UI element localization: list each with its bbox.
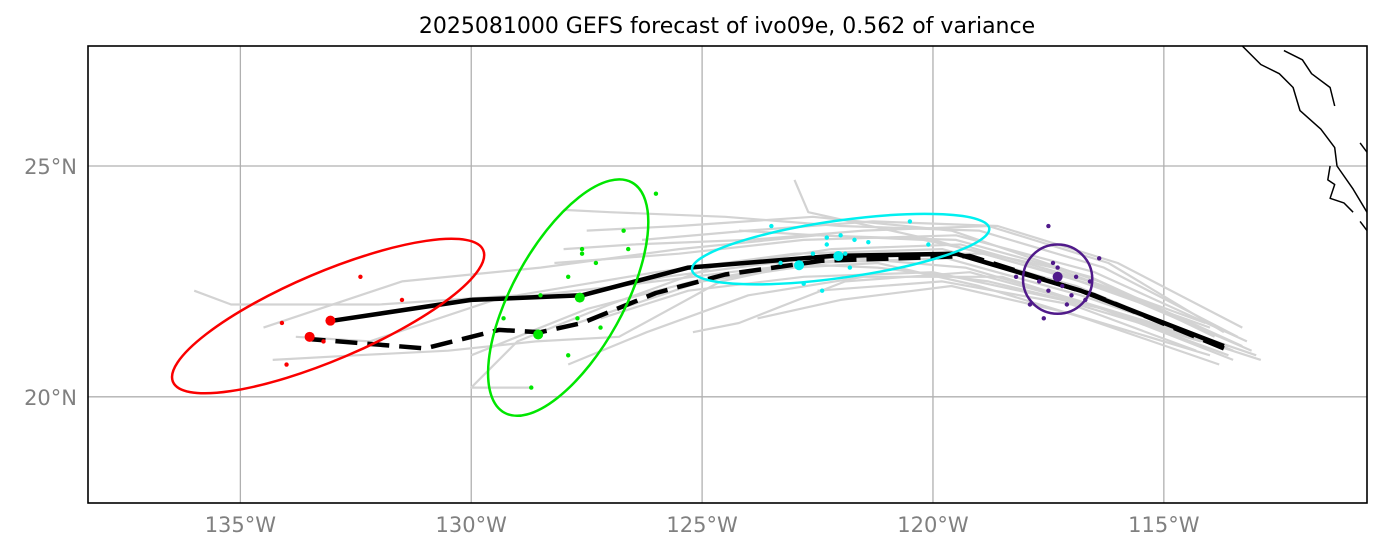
member-position (1041, 316, 1046, 321)
member-position (769, 223, 774, 229)
member-position (1027, 302, 1033, 307)
coastline-segment (1241, 46, 1367, 213)
member-position (1055, 265, 1060, 270)
x-tick-label: 115°W (1128, 513, 1200, 537)
member-position (1083, 297, 1088, 303)
member-position (1069, 293, 1074, 298)
coastline (1241, 46, 1367, 232)
mean-position-marker (304, 331, 315, 342)
member-position (824, 242, 829, 247)
mean-position-marker (833, 251, 844, 262)
x-tick-label: 135°W (205, 513, 277, 537)
member-position (653, 191, 659, 196)
member-position (579, 246, 585, 252)
member-position (847, 265, 853, 270)
member-position (1087, 279, 1093, 284)
x-tick-label: 120°W (897, 513, 969, 537)
coastline-segment (1359, 142, 1367, 153)
coastline-segment (1327, 165, 1354, 213)
spread-ellipses (170, 178, 1094, 418)
y-tick-label: 20°N (24, 386, 77, 410)
ensemble-member-tracks (193, 179, 1262, 389)
member-position (501, 316, 506, 321)
coastline-segment (1359, 220, 1367, 232)
mean-track (332, 251, 1225, 349)
member-position (321, 339, 326, 344)
member-position (852, 237, 857, 243)
member-position (810, 251, 816, 256)
member-track (295, 257, 1229, 348)
mean-position-marker (1052, 271, 1063, 282)
mean-position-marker (794, 260, 805, 271)
member-position (575, 316, 580, 321)
member-track (817, 280, 1197, 352)
member-track (563, 224, 1225, 334)
member-track (642, 220, 1243, 329)
member-position (843, 251, 848, 256)
member-track (757, 284, 1211, 357)
spread-ellipse (1021, 243, 1094, 315)
member-track (738, 229, 1206, 325)
member-position (593, 260, 599, 266)
member-position (907, 219, 913, 224)
ensemble-positions (279, 191, 1102, 390)
member-track (793, 179, 1211, 329)
mean-position-marker (574, 292, 585, 303)
spread-ellipse (486, 178, 650, 418)
member-position (1064, 302, 1070, 307)
member-position (579, 251, 585, 256)
member-position (626, 246, 631, 252)
x-tick-label: 125°W (666, 513, 738, 537)
map-frame (87, 45, 1368, 504)
member-position (1013, 274, 1019, 280)
plot-area (170, 46, 1367, 418)
member-position (1060, 283, 1065, 289)
member-position (801, 281, 806, 286)
member-position (819, 288, 825, 293)
member-position (1036, 279, 1042, 284)
member-position (926, 242, 931, 247)
member-position (824, 235, 829, 240)
spread-ellipse (690, 212, 991, 286)
member-position (1073, 274, 1079, 280)
x-tick-label: 130°W (436, 513, 508, 537)
mean-tracks (309, 251, 1225, 351)
member-position (866, 239, 871, 245)
mean-position-marker (325, 315, 336, 326)
chart-title: 2025081000 GEFS forecast of ivo09e, 0.56… (419, 14, 1035, 39)
spread-ellipse (170, 237, 486, 395)
member-position (566, 274, 571, 280)
member-position (778, 260, 783, 266)
y-tick-label: 25°N (24, 155, 77, 179)
coastline-segment (1283, 49, 1336, 107)
member-position (1046, 288, 1051, 293)
member-position (621, 228, 626, 233)
member-position (399, 297, 405, 303)
axis-ticks: 135°W 130°W 125°W 120°W 115°W 25°N 20°N (24, 155, 1200, 537)
member-track (272, 252, 1253, 361)
member-position (529, 385, 534, 390)
grid (88, 46, 1367, 503)
member-track (263, 234, 1243, 348)
member-position (838, 233, 843, 238)
member-position (566, 353, 571, 358)
member-position (598, 325, 603, 330)
member-track (563, 208, 1239, 338)
member-position (538, 293, 543, 298)
member-position (1096, 256, 1102, 261)
member-position (1046, 223, 1051, 229)
mean-position-marker (533, 329, 544, 340)
member-position (1050, 260, 1056, 266)
member-position (284, 362, 289, 367)
member-position (279, 320, 285, 326)
member-position (358, 274, 363, 280)
